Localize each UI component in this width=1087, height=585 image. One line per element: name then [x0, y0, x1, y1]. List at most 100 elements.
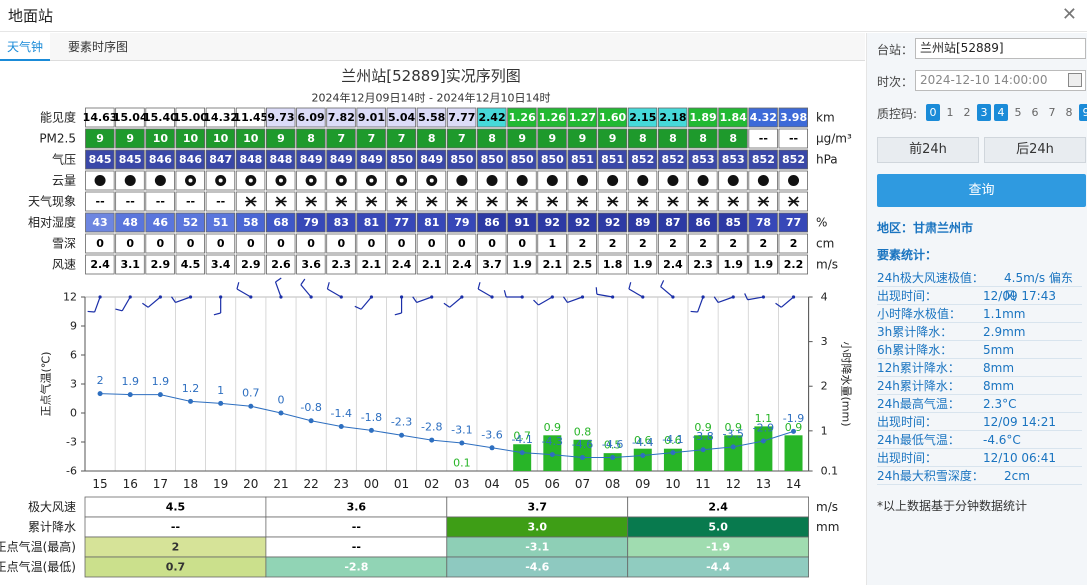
precip-bar: [784, 435, 803, 471]
query-button[interactable]: 查询: [877, 174, 1086, 207]
wind-barb-origin: [611, 295, 615, 299]
table-value: 2.9: [151, 258, 171, 271]
stat-key: 24h最大积雪深度：: [877, 469, 984, 483]
table-value: --: [96, 195, 105, 208]
wind-barb-icon: [744, 293, 764, 301]
stat-key: 12h累计降水：: [877, 361, 960, 375]
precip-label: 0.6: [664, 434, 682, 447]
table-cell: [688, 212, 718, 233]
table-cell: [567, 233, 597, 254]
table-cell: [567, 149, 597, 170]
qc-code-6[interactable]: 6: [1031, 106, 1039, 119]
cloud-cover-icon: [94, 175, 106, 186]
table-value: 2: [639, 237, 647, 250]
table-cell: [235, 128, 266, 149]
table-value: 46: [153, 216, 169, 229]
temperature-line: [100, 393, 794, 458]
time-value: 2024-12-10 14:00:00: [920, 73, 1048, 87]
temperature-point: [670, 450, 676, 456]
temperature-point: [157, 392, 163, 398]
qc-code-5[interactable]: 5: [1014, 106, 1022, 119]
qc-code-8[interactable]: 8: [1065, 106, 1073, 119]
station-input[interactable]: 兰州站[52889]: [915, 38, 1086, 59]
table-value: 0: [187, 237, 195, 250]
table-cell: [386, 128, 417, 149]
table-value: 849: [420, 153, 443, 166]
table-cell: [567, 212, 597, 233]
table-value: 15.40: [143, 111, 178, 124]
wind-barb-staff: [327, 288, 342, 298]
table-cell: [386, 233, 417, 254]
haze-icon: [667, 196, 679, 207]
row-label: PM2.5: [39, 132, 76, 146]
table-cell: [537, 149, 567, 170]
table-value: 2.18: [659, 111, 686, 124]
summary-value: 3.7: [528, 501, 548, 514]
table-value: 852: [752, 153, 775, 166]
time-input[interactable]: 2024-12-10 14:00:00: [915, 70, 1086, 91]
qc-code-1[interactable]: 1: [946, 106, 954, 119]
table-cell: [567, 128, 597, 149]
prev-24h-button[interactable]: 前24h: [877, 137, 979, 163]
next-24h-button[interactable]: 后24h: [984, 137, 1086, 163]
table-value: 78: [756, 216, 771, 229]
haze-icon: [486, 196, 498, 207]
close-icon[interactable]: ✕: [1061, 4, 1077, 25]
stat-key: 6h累计降水：: [877, 343, 953, 357]
table-value: 15.00: [173, 111, 208, 124]
row-unit: m/s: [816, 258, 838, 272]
table-cell: [205, 149, 236, 170]
summary-value: -4.6: [525, 561, 549, 574]
wind-barb-origin: [701, 295, 705, 299]
table-value: 850: [541, 153, 564, 166]
wind-barb-origin: [279, 295, 283, 299]
weather-clock-panel: 兰州站[52889]实况序列图 2024年12月09日14时 - 2024年12月…: [0, 67, 854, 578]
table-value: 1.89: [690, 111, 717, 124]
table-cell: [657, 233, 688, 254]
chart-title: 兰州站[52889]实况序列图: [341, 67, 520, 85]
summary-unit: mm: [816, 520, 839, 534]
y-right-tick: 4: [821, 291, 828, 304]
table-value: 2: [699, 237, 707, 250]
table-cell: [416, 128, 447, 149]
qc-code-0[interactable]: 0: [926, 104, 940, 121]
wind-barb-flag: [628, 282, 632, 290]
table-cell: [718, 233, 748, 254]
table-value: 2: [790, 237, 798, 250]
table-value: 848: [269, 153, 292, 166]
temperature-label: -3.1: [451, 423, 472, 436]
stat-value: 12/09 17:43: [983, 289, 1056, 303]
wind-barb-origin: [369, 295, 374, 299]
table-value: --: [156, 195, 165, 208]
tab-weather-clock[interactable]: 天气钟: [0, 33, 51, 61]
temperature-point: [760, 438, 766, 444]
table-cell: [477, 212, 507, 233]
table-value: 853: [692, 153, 715, 166]
table-cell: [85, 149, 115, 170]
table-cell: [748, 149, 778, 170]
cloud-cover-icon: [546, 175, 558, 186]
y-left-tick: 12: [63, 291, 77, 304]
summary-cell: [627, 556, 810, 578]
calendar-icon[interactable]: [1068, 73, 1082, 87]
table-value: 15.04: [113, 111, 148, 124]
qc-code-7[interactable]: 7: [1048, 106, 1056, 119]
wind-barb-origin: [460, 295, 464, 299]
qc-code-4[interactable]: 4: [994, 104, 1008, 121]
qc-code-3[interactable]: 3: [977, 104, 991, 121]
table-cell: [657, 149, 688, 170]
stat-key: 出现时间：: [877, 289, 938, 303]
table-value: 9: [96, 132, 104, 145]
table-value: 0: [96, 237, 104, 250]
table-value: 1.26: [539, 111, 566, 124]
table-value: 848: [239, 153, 262, 166]
table-cell: [175, 128, 205, 149]
qc-code-9[interactable]: 9: [1079, 104, 1087, 121]
table-cell: [567, 107, 597, 128]
table-cell: [175, 107, 205, 128]
qc-code-2[interactable]: 2: [963, 106, 971, 119]
tab-element-timeseries[interactable]: 要素时序图: [68, 40, 129, 54]
temperature-label: -4.1: [662, 433, 683, 446]
precip-label: 0.6: [634, 434, 652, 447]
table-value: 86: [484, 216, 500, 229]
